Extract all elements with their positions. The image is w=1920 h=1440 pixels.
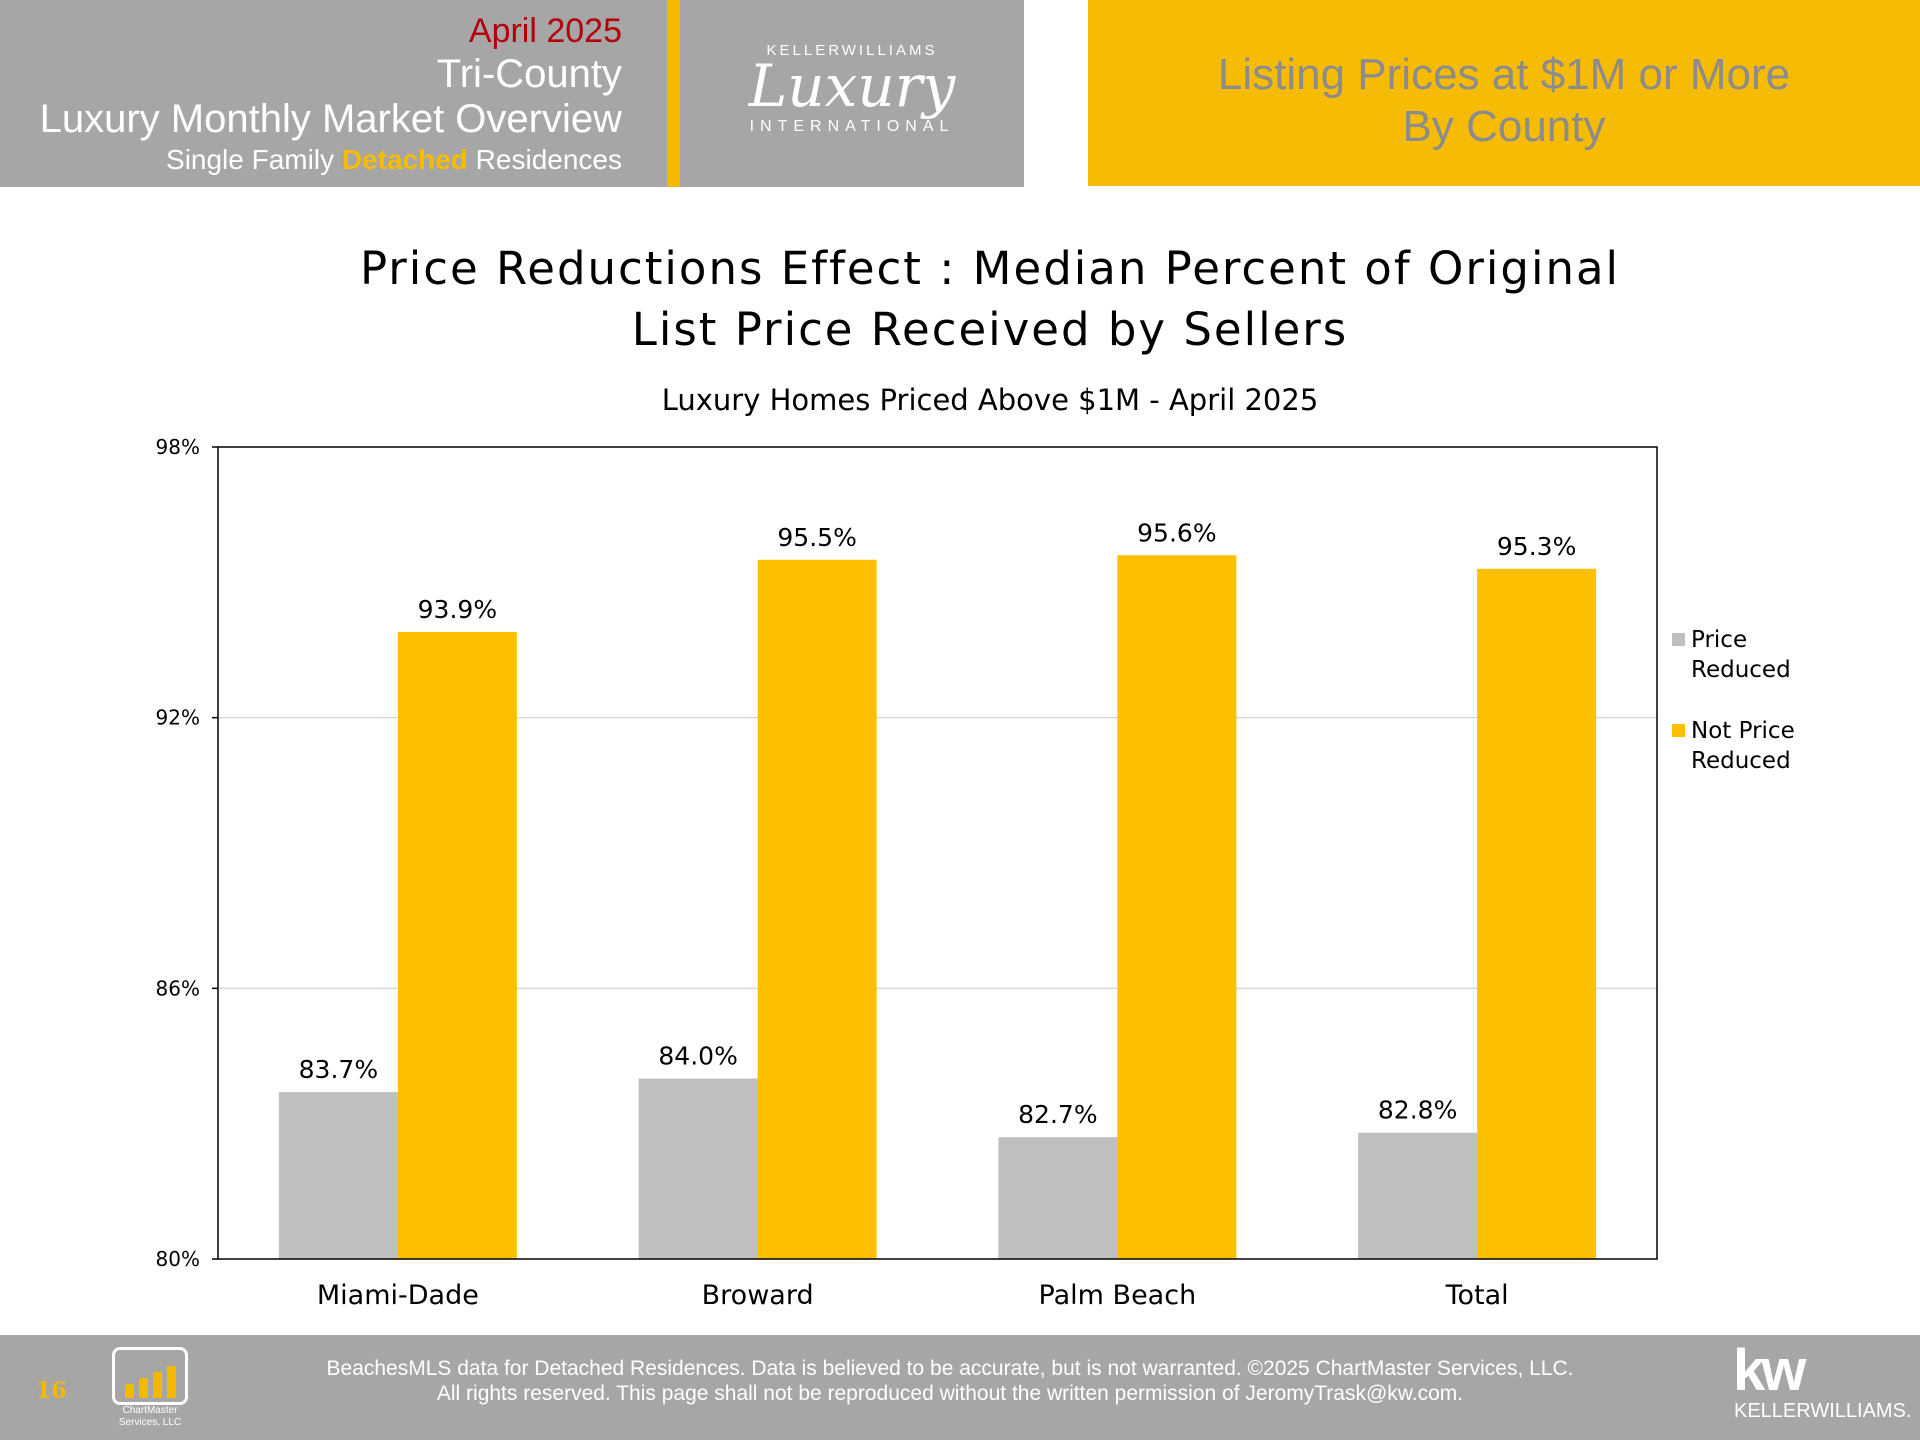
chartmaster-logo-name: ChartMaster Services, LLC xyxy=(100,1405,200,1429)
bar xyxy=(638,1078,758,1259)
data-label: 95.5% xyxy=(777,523,856,552)
report-title: Luxury Monthly Market Overview xyxy=(39,97,622,141)
y-tick-label: 80% xyxy=(156,1247,200,1271)
luxury-logo-brand: KELLERWILLIAMS xyxy=(766,42,938,59)
bar xyxy=(998,1137,1118,1259)
bar xyxy=(1117,555,1237,1259)
x-tick-label: Miami-Dade xyxy=(317,1280,479,1311)
x-tick-label: Palm Beach xyxy=(1039,1280,1197,1311)
kw-logo-icon: kw xyxy=(1733,1338,1806,1403)
report-region: Tri-County xyxy=(436,52,622,96)
chart-title-line2: List Price Received by Sellers xyxy=(631,303,1349,356)
data-label: 93.9% xyxy=(418,595,497,624)
legend-swatch xyxy=(1672,724,1685,737)
chartmaster-logo-bar xyxy=(125,1384,134,1398)
bar xyxy=(1358,1132,1478,1259)
section-banner-line2: By County xyxy=(1402,102,1606,151)
bar xyxy=(278,1092,398,1259)
footer-disclaimer-line2: All rights reserved. This page shall not… xyxy=(436,1382,1464,1405)
data-label: 83.7% xyxy=(299,1055,378,1084)
report-month: April 2025 xyxy=(468,12,622,50)
section-banner-line1: Listing Prices at $1M or More xyxy=(1217,50,1791,99)
chartmaster-logo-bar xyxy=(153,1372,162,1398)
x-tick-label: Broward xyxy=(702,1280,814,1311)
legend-label: Reduced xyxy=(1691,748,1791,774)
header-accent-stripe xyxy=(667,0,680,187)
data-label: 95.3% xyxy=(1497,532,1576,561)
y-tick-label: 92% xyxy=(156,706,200,730)
kw-logo-wordmark: KELLERWILLIAMS. xyxy=(1734,1400,1912,1422)
property-type-prefix: Single Family xyxy=(166,144,342,175)
header-logo-panel xyxy=(680,0,1024,187)
y-tick-label: 98% xyxy=(156,435,200,459)
bar xyxy=(397,631,517,1259)
header-banner-panel xyxy=(1088,0,1920,186)
header-left-panel xyxy=(0,0,667,187)
data-label: 82.8% xyxy=(1378,1096,1457,1125)
bar xyxy=(1477,568,1597,1259)
chartmaster-logo-name-line2: Services, LLC xyxy=(118,1417,182,1428)
chart-title-line1: Price Reductions Effect : Median Percent… xyxy=(359,242,1621,295)
bar-chart: 80% 86% 92% 98% 83.7% 93.9% Miami-Dade 84.0% 95.… xyxy=(156,435,1795,1311)
luxury-logo-script: Luxury xyxy=(748,52,956,120)
data-label: 95.6% xyxy=(1137,518,1216,547)
footer-disclaimer-line1: BeachesMLS data for Detached Residences.… xyxy=(326,1357,1574,1380)
footer-bar xyxy=(0,1335,1920,1440)
y-tick-label: 86% xyxy=(156,976,200,1000)
legend-label: Reduced xyxy=(1691,657,1791,683)
legend-label: Price xyxy=(1691,627,1747,653)
bar xyxy=(757,559,877,1259)
chart-subtitle: Luxury Homes Priced Above $1M - April 20… xyxy=(661,383,1319,417)
page-number: 16 xyxy=(36,1378,67,1404)
legend-label: Not Price xyxy=(1691,718,1795,744)
property-type-suffix: Residences xyxy=(467,144,622,175)
data-label: 82.7% xyxy=(1018,1100,1097,1129)
chartmaster-logo-icon xyxy=(112,1347,188,1405)
property-type-highlight: Detached xyxy=(341,144,468,175)
chartmaster-logo-name-line1: ChartMaster xyxy=(122,1405,178,1416)
chart-title: Price Reductions Effect : Median Percent… xyxy=(220,238,1760,360)
data-label: 84.0% xyxy=(658,1042,737,1071)
property-type: Single Family Detached Residences xyxy=(166,144,622,176)
luxury-logo-tagline: INTERNATIONAL xyxy=(749,118,955,135)
chartmaster-logo-bar xyxy=(167,1366,176,1398)
plot-frame xyxy=(217,446,1658,1260)
legend-swatch xyxy=(1672,633,1685,646)
chartmaster-logo-bar xyxy=(139,1378,148,1398)
x-tick-label: Total xyxy=(1445,1280,1509,1311)
